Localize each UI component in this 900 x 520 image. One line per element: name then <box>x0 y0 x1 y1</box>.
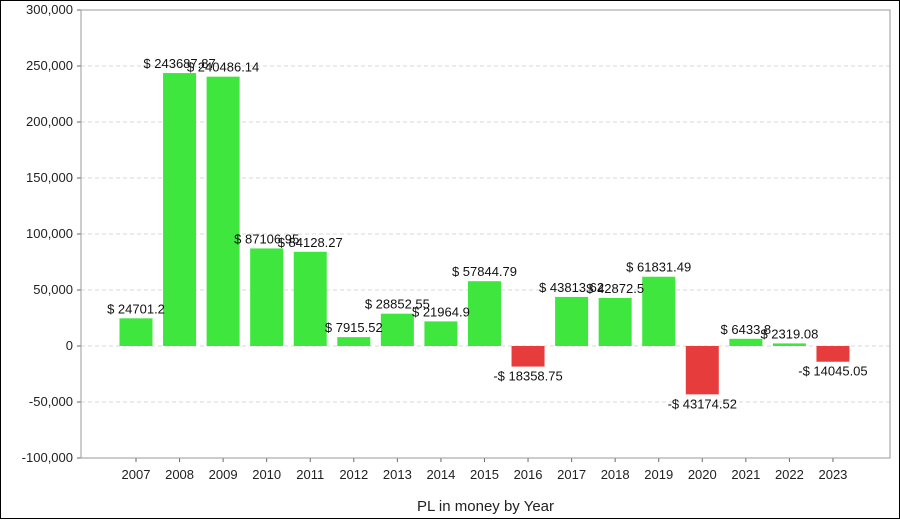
bar-2007 <box>119 318 153 346</box>
y-tick-label: 200,000 <box>26 114 73 129</box>
x-tick-label: 2015 <box>470 467 499 482</box>
data-label: $ 243687.87 <box>143 56 215 71</box>
x-tick-label: 2020 <box>688 467 717 482</box>
bar-2013 <box>380 313 414 346</box>
x-tick-label: 2008 <box>165 467 194 482</box>
bar-2008 <box>163 73 197 347</box>
x-tick-label: 2018 <box>601 467 630 482</box>
bar-2010 <box>250 248 284 346</box>
bar-2015 <box>467 281 501 346</box>
bar-2017 <box>555 296 589 346</box>
data-label: $ 24701.2 <box>107 301 165 316</box>
data-label: $ 84128.27 <box>278 235 343 250</box>
data-label: -$ 43174.52 <box>668 396 737 411</box>
data-label: $ 2319.08 <box>760 326 818 341</box>
data-labels: $ 24701.2 $ 243687.87$ 240486.14 $ 87106.9… <box>107 56 868 411</box>
x-tick-label: 2007 <box>122 467 151 482</box>
bar-2023 <box>816 346 850 362</box>
bars <box>119 73 850 395</box>
data-label: $ 42872.5 <box>586 281 644 296</box>
x-tick-label: 2017 <box>557 467 586 482</box>
data-label: $ 7915.52 <box>325 320 383 335</box>
y-tick-label: 100,000 <box>26 226 73 241</box>
x-tick-label: 2009 <box>209 467 238 482</box>
grid-lines <box>81 9 890 459</box>
x-axis-title: PL in money by Year <box>417 498 554 515</box>
bar-2021 <box>729 338 763 346</box>
bar-2012 <box>337 337 371 346</box>
x-tick-label: 2011 <box>296 467 324 482</box>
x-tick-label: 2013 <box>383 467 412 482</box>
data-label: $ 87106.95 <box>234 231 299 246</box>
x-tick-label: 2016 <box>514 467 543 482</box>
bar-2020 <box>685 346 719 395</box>
data-label: $ 43813.62 <box>539 280 604 295</box>
data-label: -$ 18358.75 <box>493 369 562 384</box>
y-tick-label: 250,000 <box>26 58 73 73</box>
plot-area-border <box>80 9 891 459</box>
x-tick-label: 2010 <box>252 467 281 482</box>
data-label: $ 61831.49 <box>626 260 691 275</box>
x-tick-label: 2019 <box>644 467 673 482</box>
x-axis-ticks: 2007 2008 2009 2010 2011 2012 2013 2014 2015 2016… <box>122 458 847 482</box>
bar-2022 <box>772 343 806 346</box>
bar-2014 <box>424 321 458 346</box>
y-tick-label: 300,000 <box>26 2 73 17</box>
y-axis-ticks: -100,000 -50,000 0 50,000 100,000 150,000 200,… <box>22 2 81 465</box>
data-label: $ 6433.8 <box>721 322 772 337</box>
data-label: -$ 14045.05 <box>798 364 867 379</box>
y-tick-label: 50,000 <box>33 282 73 297</box>
bar-2009 <box>206 76 240 347</box>
data-label: $ 28852.55 <box>365 297 430 312</box>
x-tick-label: 2023 <box>818 467 847 482</box>
y-tick-label: -50,000 <box>29 394 73 409</box>
data-label: $ 57844.79 <box>452 264 517 279</box>
y-tick-label: 150,000 <box>26 170 73 185</box>
y-tick-label: -100,000 <box>22 450 73 465</box>
data-label: $ 240486.14 <box>187 60 259 75</box>
bar-2019 <box>642 276 676 346</box>
bar-2016 <box>511 346 545 367</box>
x-tick-label: 2012 <box>339 467 368 482</box>
x-tick-label: 2022 <box>775 467 804 482</box>
bar-2011 <box>293 251 327 346</box>
data-label: $ 21964.9 <box>412 304 470 319</box>
x-tick-label: 2021 <box>731 467 760 482</box>
x-tick-label: 2014 <box>426 467 455 482</box>
y-tick-label: 0 <box>66 338 73 353</box>
bar-2018 <box>598 297 632 346</box>
